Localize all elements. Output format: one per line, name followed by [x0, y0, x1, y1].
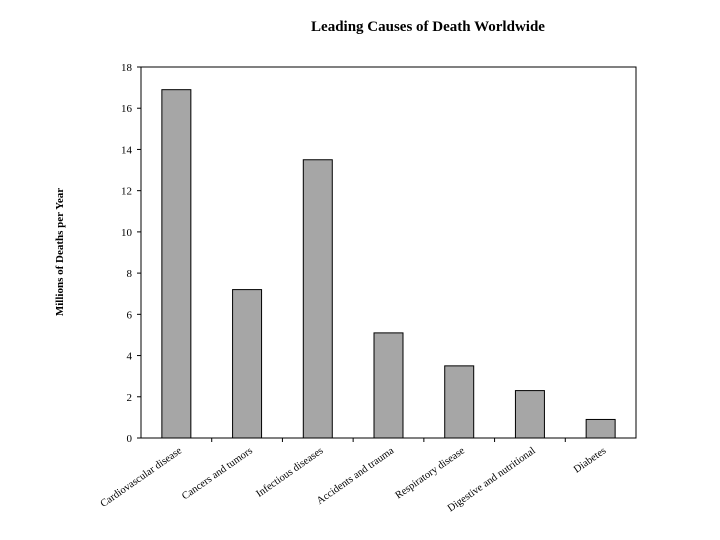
x-category-label: Cardiovascular disease: [99, 445, 185, 510]
y-tick-label: 2: [127, 392, 133, 404]
y-axis-ticks: 0 2 4 6 8 10 12 14 16 18: [121, 62, 141, 445]
bar-4: [444, 365, 475, 439]
bars-group: [161, 89, 616, 439]
x-axis-ticks: [211, 438, 566, 442]
x-category-label: Cancers and tumors: [180, 445, 255, 502]
x-category-label: Accidents and trauma: [315, 445, 397, 507]
x-category-label: Respiratory disease: [394, 445, 468, 501]
bar-3: [373, 332, 404, 439]
y-tick-label: 16: [121, 103, 133, 115]
y-tick-label: 6: [127, 309, 133, 321]
bar-5: [514, 390, 545, 439]
x-category-label: Infectious diseases: [254, 445, 325, 499]
y-tick-label: 12: [121, 186, 132, 198]
chart-title: Leading Causes of Death Worldwide: [311, 19, 545, 35]
y-tick-label: 18: [121, 62, 133, 74]
bar-6: [585, 418, 616, 439]
y-tick-label: 0: [127, 433, 133, 445]
y-tick-label: 14: [121, 144, 133, 156]
y-axis-label: Millions of Deaths per Year: [54, 188, 66, 316]
y-tick-label: 4: [127, 351, 133, 363]
y-tick-label: 8: [127, 268, 133, 280]
bar-0: [161, 89, 192, 439]
x-category-label: Diabetes: [572, 445, 608, 475]
y-tick-label: 10: [121, 227, 133, 239]
bar-2: [302, 159, 333, 439]
bar-1: [232, 289, 263, 439]
